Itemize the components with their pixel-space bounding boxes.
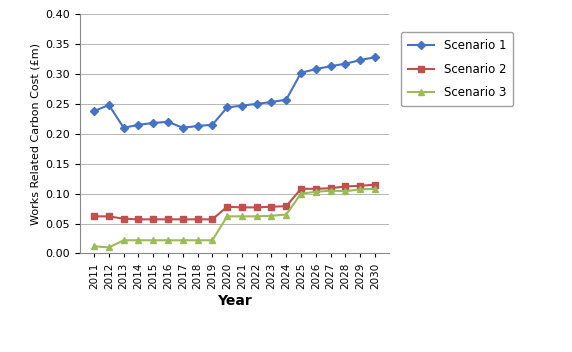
- Legend: Scenario 1, Scenario 2, Scenario 3: Scenario 1, Scenario 2, Scenario 3: [401, 32, 513, 106]
- Scenario 2: [165, 217, 172, 221]
- Scenario 3: [180, 238, 186, 243]
- Scenario 3: [357, 187, 364, 191]
- Scenario 3: [165, 238, 172, 243]
- Scenario 2: [283, 204, 289, 208]
- Scenario 2: [297, 187, 304, 191]
- Scenario 2: [194, 217, 201, 221]
- Line: Scenario 1: Scenario 1: [92, 55, 378, 131]
- Y-axis label: Works Related Carbon Cost (£m): Works Related Carbon Cost (£m): [30, 43, 40, 225]
- Scenario 2: [239, 205, 245, 209]
- Scenario 3: [209, 238, 216, 243]
- Scenario 2: [120, 216, 127, 221]
- Scenario 3: [150, 238, 157, 243]
- Scenario 3: [105, 245, 112, 250]
- Scenario 3: [312, 190, 319, 194]
- Scenario 1: [105, 103, 112, 107]
- Scenario 3: [371, 187, 378, 191]
- Scenario 3: [283, 213, 289, 217]
- Scenario 1: [342, 62, 349, 66]
- Scenario 2: [150, 217, 157, 221]
- Scenario 2: [180, 217, 186, 221]
- X-axis label: Year: Year: [217, 294, 252, 308]
- Scenario 2: [268, 205, 275, 209]
- Line: Scenario 3: Scenario 3: [92, 186, 378, 250]
- Scenario 3: [268, 214, 275, 218]
- Scenario 2: [224, 205, 231, 209]
- Scenario 1: [135, 123, 142, 127]
- Scenario 1: [150, 121, 157, 125]
- Scenario 3: [239, 214, 245, 219]
- Scenario 2: [327, 186, 334, 190]
- Scenario 1: [253, 102, 260, 106]
- Scenario 3: [120, 238, 127, 243]
- Scenario 3: [135, 238, 142, 243]
- Scenario 1: [91, 109, 98, 113]
- Scenario 2: [209, 217, 216, 221]
- Line: Scenario 2: Scenario 2: [92, 182, 378, 222]
- Scenario 3: [297, 191, 304, 196]
- Scenario 2: [342, 184, 349, 189]
- Scenario 1: [224, 105, 231, 109]
- Scenario 1: [312, 67, 319, 71]
- Scenario 3: [342, 189, 349, 193]
- Scenario 1: [239, 103, 245, 108]
- Scenario 2: [105, 214, 112, 219]
- Scenario 2: [253, 205, 260, 209]
- Scenario 1: [283, 98, 289, 102]
- Scenario 2: [312, 187, 319, 191]
- Scenario 1: [297, 71, 304, 75]
- Scenario 1: [327, 64, 334, 68]
- Scenario 3: [91, 244, 98, 249]
- Scenario 1: [268, 100, 275, 104]
- Scenario 1: [120, 126, 127, 130]
- Scenario 1: [209, 123, 216, 127]
- Scenario 1: [180, 126, 186, 130]
- Scenario 1: [194, 124, 201, 128]
- Scenario 2: [357, 184, 364, 188]
- Scenario 2: [371, 183, 378, 187]
- Scenario 1: [357, 58, 364, 62]
- Scenario 1: [165, 120, 172, 124]
- Scenario 3: [327, 189, 334, 193]
- Scenario 2: [135, 217, 142, 221]
- Scenario 3: [224, 214, 231, 219]
- Scenario 3: [253, 214, 260, 219]
- Scenario 3: [194, 238, 201, 243]
- Scenario 2: [91, 214, 98, 219]
- Scenario 1: [371, 55, 378, 59]
